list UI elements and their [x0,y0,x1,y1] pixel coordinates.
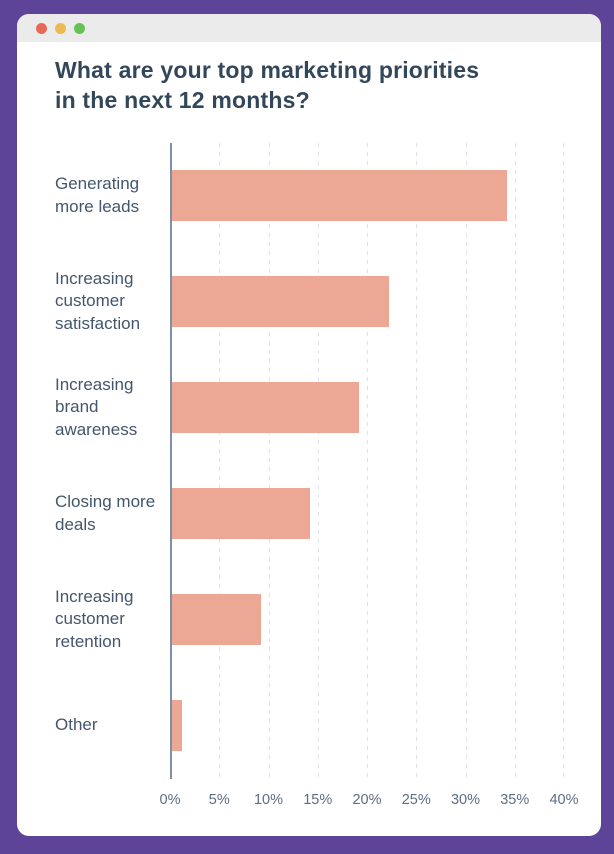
x-tick-label: 40% [549,791,579,808]
category-label: Increasing customer retention [55,586,134,652]
gridline-15pct [317,142,319,779]
gridline-10pct [268,142,270,779]
bar-row [170,249,564,355]
category-label: Increasing customer satisfaction [55,268,141,334]
y-axis-line [170,142,172,779]
x-axis-tick-labels: 0% 5% 10% 15% 20% 25% 30% 35% 40% [160,791,579,812]
gridline-35pct [514,142,516,779]
x-tick-label: 20% [352,791,382,808]
category-label: Generating more leads [55,174,140,216]
traffic-light-zoom-button[interactable] [74,22,85,34]
traffic-light-minimize-button[interactable] [55,22,66,34]
chart-title: What are your top marketing priorities i… [55,57,480,114]
bar-row [170,143,564,249]
bar-other [172,700,182,752]
bar-generating-more-leads [172,170,507,222]
x-tick-label: 25% [401,791,431,808]
category-label: Other [55,715,98,735]
bar-row [170,673,564,779]
gridline-20pct [367,142,368,779]
x-tick-label: 5% [208,791,230,808]
bar-increasing-customer-retention [172,594,261,646]
chart-panel: What are your top marketing priorities i… [17,42,601,836]
gridline-25pct [416,142,418,779]
x-tick-label: 15% [303,791,333,808]
bar-chart: Generating more leads Increasing custome… [55,142,583,779]
bar-row [170,461,564,567]
window-titlebar [17,14,601,42]
bar-row [170,567,564,673]
bar-increasing-brand-awareness [172,382,360,434]
x-tick-label: 10% [253,791,284,808]
gridline-40pct [563,142,564,779]
traffic-light-close-button[interactable] [36,22,47,34]
category-labels-column: Generating more leads Increasing custome… [55,143,170,779]
x-tick-label: 30% [450,791,481,808]
bar-row [170,355,564,461]
gridline-5pct [219,142,221,779]
bar-closing-more-deals [172,488,310,540]
gridline-30pct [465,142,467,779]
category-label: Increasing brand awareness [55,374,138,440]
x-tick-label: 35% [500,791,530,808]
x-tick-label: 0% [159,791,181,808]
bar-increasing-customer-satisfaction [172,276,389,328]
category-label: Closing more deals [55,492,156,534]
plot-area [170,142,564,779]
browser-card: What are your top marketing priorities i… [17,14,601,836]
